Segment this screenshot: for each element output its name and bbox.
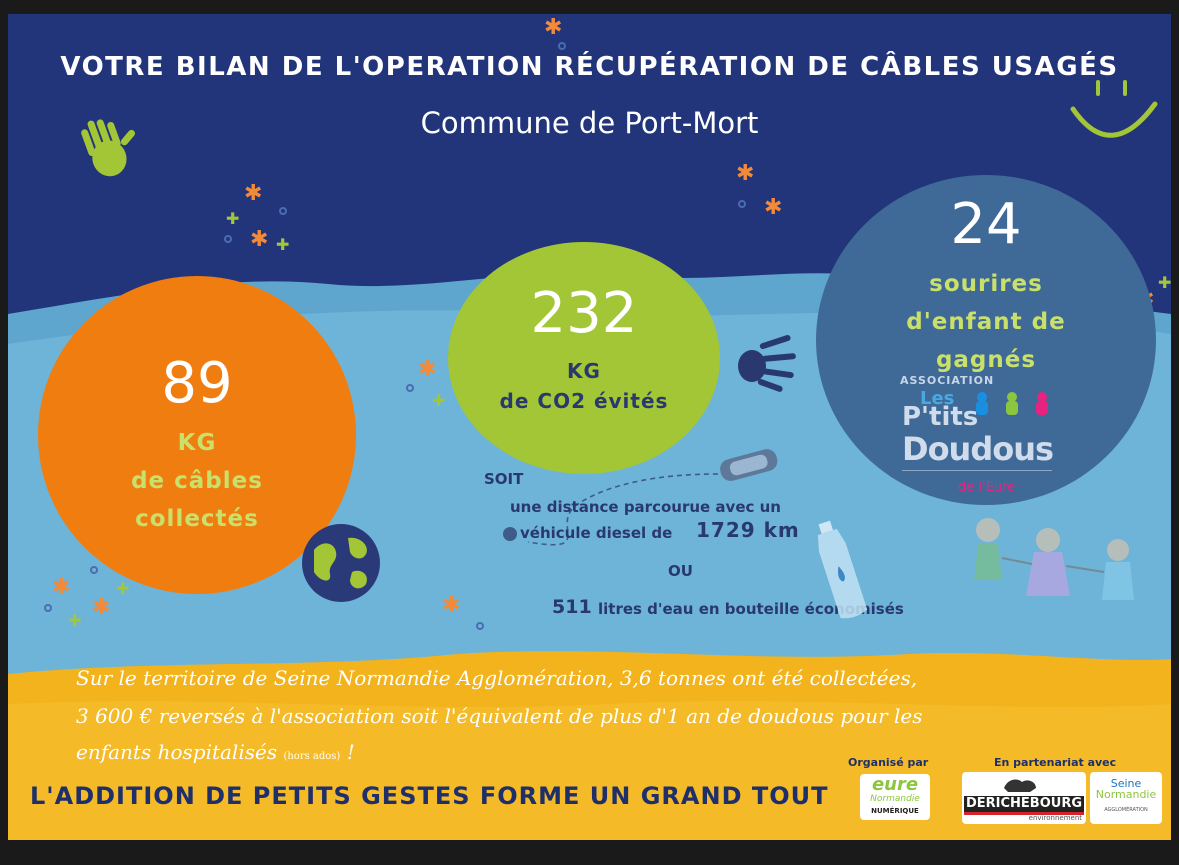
bull-icon [1004,779,1036,792]
svg-text:✚: ✚ [432,391,445,410]
seine-normandie-logo: Seine Normandie AGGLOMÉRATION [1090,772,1162,824]
association-name-ptits: P'tits [902,402,979,432]
bottle-icon [817,520,868,619]
star-icon: ✱ [52,575,70,600]
distance-value: 1729 km [696,518,800,542]
poster: VOTRE BILAN DE L'OPERATION RÉCUPÉRATION … [8,14,1171,840]
svg-text:✚: ✚ [68,611,81,630]
star-icon: ✱ [544,15,562,40]
svg-text:✚: ✚ [276,235,289,254]
eure-logo-line1: eure [871,774,919,795]
star-icon: ✱ [736,161,754,186]
co2-line1: de CO2 évités [499,389,669,413]
association-name-doudous: Doudous [902,430,1054,468]
star-icon: ✱ [418,357,436,382]
svg-text:✚: ✚ [226,209,239,228]
co2-unit: KG [567,359,601,383]
star-icon: ✱ [244,181,262,206]
star-icon: ✱ [250,227,268,252]
seine-logo-line3: AGGLOMÉRATION [1104,807,1148,813]
territory-line3-text: enfants hospitalisés [76,740,278,764]
car-icon [720,449,778,481]
route-path [503,473,719,546]
teddy-bears-icon [976,392,1048,415]
co2-stat-circle: 232 KG de CO2 évités [448,242,720,474]
cables-line2: collectés [135,506,259,532]
smiles-stat-circle: 24 sourires d'enfant de gagnés [816,175,1156,505]
ou-label: OU [668,562,693,580]
hand-icon [81,119,136,177]
smiles-line1: sourires [929,271,1043,297]
smiles-line3: gagnés [935,347,1037,373]
star-icon: ✱ [764,195,782,220]
organised-label: Organisé par [848,756,929,769]
cables-line1: de câbles [131,468,263,494]
soit-label: SOIT [484,470,524,488]
association-label: ASSOCIATION [900,374,995,387]
page-title: VOTRE BILAN DE L'OPERATION RÉCUPÉRATION … [60,52,1119,82]
association-region: de l'Eure [958,480,1016,495]
water-text: litres d'eau en bouteille économisés [598,600,904,618]
derichebourg-logo: DERICHEBOURG environnement [962,772,1086,824]
cables-unit: KG [177,430,217,456]
territory-line1: Sur le territoire de Seine Normandie Agg… [76,666,918,690]
hand-icon [738,335,796,392]
commune-subtitle: Commune de Port-Mort [420,106,759,140]
derichebourg-sub: environnement [1028,814,1082,822]
territory-note: (hors ados) [283,751,341,762]
seine-logo-line2: Normandie [1095,788,1157,801]
association-logo: ASSOCIATION Les P'tits Doudous de l'Eure [900,374,1060,495]
smiles-line2: d'enfant de [906,309,1066,335]
svg-text:✚: ✚ [1158,273,1171,292]
smiley-icon [1070,80,1158,138]
distance-text-a: une distance parcourue avec un [510,498,781,516]
smiles-value: 24 [950,192,1022,257]
cables-stat-circle: 89 KG de câbles collectés [38,276,356,594]
globe-icon [302,524,380,602]
co2-value: 232 [530,281,638,346]
territory-line2: 3 600 € reversés à l'association soit l'… [76,704,923,728]
star-icon: ✱ [92,595,110,620]
distance-text-b: véhicule diesel de [520,524,673,542]
slogan: L'ADDITION DE PETITS GESTES FORME UN GRA… [30,782,829,810]
eure-logo-line3: NUMÉRIQUE [871,807,919,815]
association-name-les: Les [920,388,955,409]
eure-logo-line2: Normandie [870,794,920,804]
territory-end: ! [346,740,355,764]
territory-line3: enfants hospitalisés (hors ados) ! [76,734,355,775]
partnership-label: En partenariat avec [994,756,1117,769]
eure-normandie-logo: eure Normandie NUMÉRIQUE [860,774,930,820]
cables-value: 89 [161,351,233,416]
derichebourg-name: DERICHEBOURG [964,796,1084,812]
seine-logo-line1: Seine [1110,777,1142,790]
svg-text:✚: ✚ [116,579,129,598]
location-pin-icon [503,527,517,541]
children-drawing-icon [974,518,1134,600]
star-icon: ✱ [442,593,460,618]
water-value: 511 [552,596,592,618]
